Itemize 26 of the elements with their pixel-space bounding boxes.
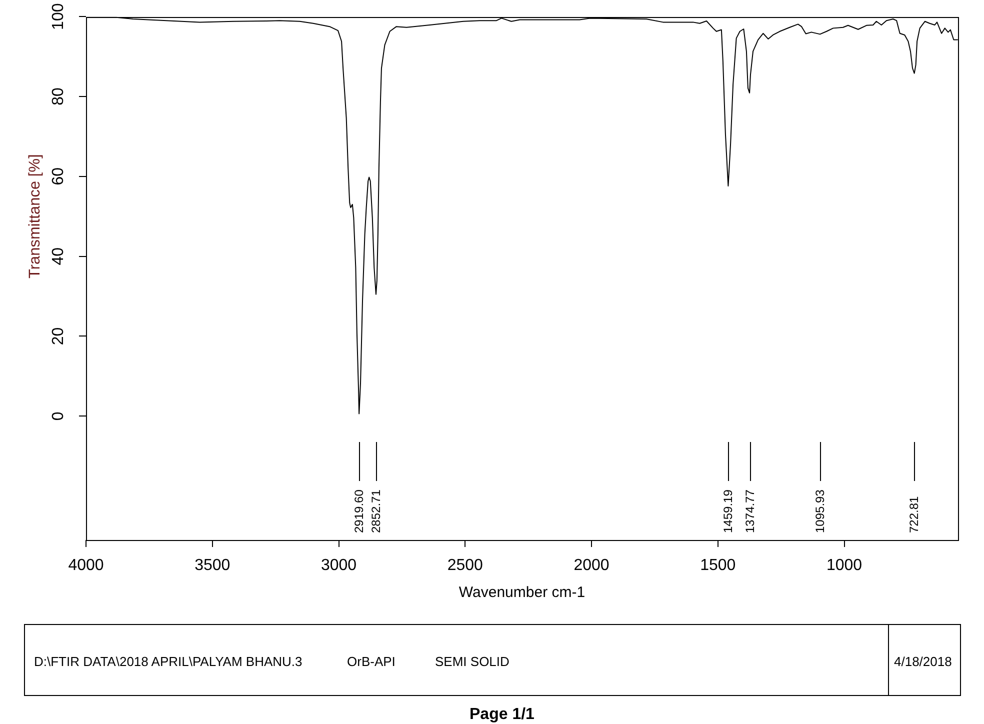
x-tick-label: 1500: [700, 557, 736, 574]
ref-line-label: 1374.77: [742, 489, 757, 533]
y-tick-label: 0: [50, 412, 68, 421]
ref-line-label: 1095.93: [812, 489, 827, 533]
x-tick-label: 2500: [447, 557, 484, 574]
y-axis-title: Transmittance [%]: [26, 154, 44, 279]
y-tick-label: 60: [50, 167, 68, 186]
text: Page 1/1: [470, 706, 534, 724]
y-tick-label: 80: [50, 88, 68, 106]
x-axis-title: Wavenumber cm-1: [458, 584, 586, 602]
text: SEMI SOLID: [435, 654, 510, 669]
y-tick-label: 40: [50, 247, 68, 266]
x-tick-label: 4000: [68, 557, 104, 574]
y-tick-label: 20: [50, 327, 68, 346]
ref-line-label: 2919.60: [352, 489, 366, 533]
text: OrB-API: [347, 654, 396, 669]
y-tick-label: 100: [50, 3, 68, 30]
text: D:\FTIR DATA\2018 APRIL\PALYAM BHANU.3: [34, 654, 302, 669]
ref-line-label: 2852.71: [368, 489, 383, 533]
x-tick-label: 3500: [194, 557, 230, 574]
text: 4/18/2018: [894, 654, 952, 669]
x-tick-label: 2000: [574, 557, 610, 574]
ref-line-label: 722.81: [906, 496, 921, 533]
x-tick-label: 3000: [320, 557, 357, 574]
ref-line-label: 1459.19: [720, 489, 735, 533]
x-tick-label: 1000: [826, 557, 862, 574]
